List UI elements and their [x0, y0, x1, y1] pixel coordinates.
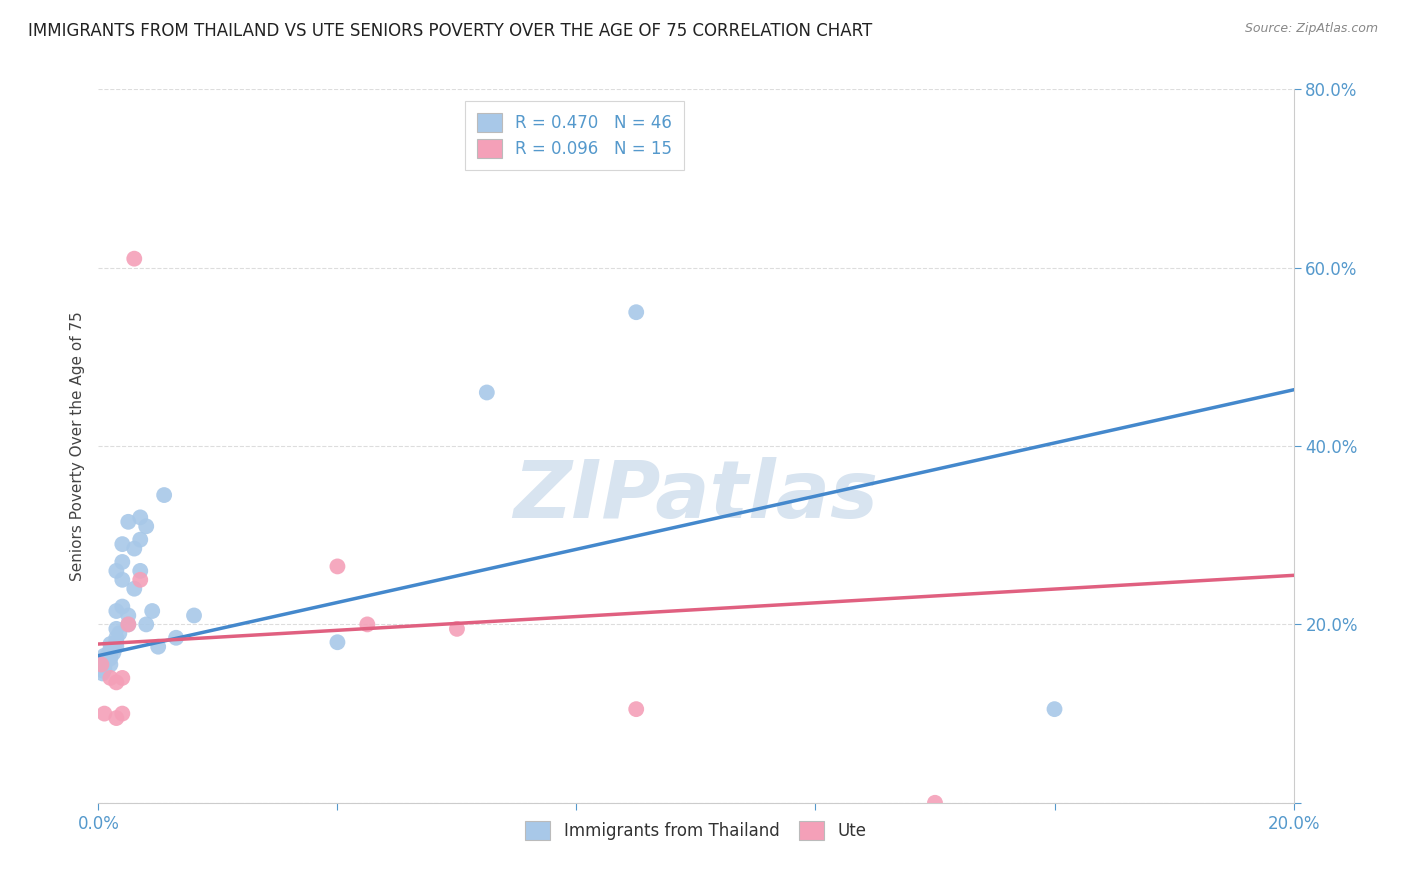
Point	[111, 537, 134, 551]
Point	[129, 573, 152, 587]
Y-axis label: Seniors Poverty Over the Age of 75: Seniors Poverty Over the Age of 75	[69, 311, 84, 581]
Point	[105, 635, 128, 649]
Legend: Immigrants from Thailand, Ute: Immigrants from Thailand, Ute	[513, 809, 879, 852]
Point	[165, 631, 187, 645]
Point	[129, 564, 152, 578]
Point	[117, 617, 139, 632]
Point	[98, 671, 122, 685]
Point	[90, 657, 112, 672]
Point	[105, 604, 128, 618]
Point	[111, 599, 134, 614]
Point	[356, 617, 378, 632]
Point	[98, 637, 122, 651]
Point	[626, 702, 648, 716]
Point	[105, 631, 128, 645]
Point	[91, 664, 114, 678]
Point	[124, 541, 146, 556]
Point	[98, 657, 122, 672]
Point	[108, 626, 131, 640]
Point	[124, 582, 146, 596]
Point	[148, 640, 170, 654]
Text: IMMIGRANTS FROM THAILAND VS UTE SENIORS POVERTY OVER THE AGE OF 75 CORRELATION C: IMMIGRANTS FROM THAILAND VS UTE SENIORS …	[28, 22, 872, 40]
Point	[1043, 702, 1066, 716]
Point	[111, 671, 134, 685]
Point	[626, 305, 648, 319]
Point	[129, 533, 152, 547]
Point	[91, 662, 114, 676]
Point	[105, 640, 128, 654]
Point	[105, 711, 128, 725]
Point	[135, 617, 157, 632]
Text: Source: ZipAtlas.com: Source: ZipAtlas.com	[1244, 22, 1378, 36]
Point	[105, 622, 128, 636]
Point	[103, 646, 125, 660]
Point	[153, 488, 176, 502]
Point	[117, 608, 139, 623]
Point	[105, 564, 128, 578]
Point	[96, 648, 118, 663]
Point	[326, 635, 349, 649]
Point	[924, 796, 946, 810]
Point	[135, 519, 157, 533]
Point	[183, 608, 205, 623]
Text: ZIPatlas: ZIPatlas	[513, 457, 879, 535]
Point	[98, 642, 122, 657]
Point	[93, 662, 115, 676]
Point	[124, 252, 146, 266]
Point	[111, 706, 134, 721]
Point	[93, 653, 115, 667]
Point	[105, 675, 128, 690]
Point	[475, 385, 498, 400]
Point	[96, 653, 118, 667]
Point	[98, 646, 122, 660]
Point	[91, 666, 114, 681]
Point	[111, 573, 134, 587]
Point	[111, 555, 134, 569]
Point	[93, 706, 115, 721]
Point	[93, 657, 115, 672]
Point	[117, 617, 139, 632]
Point	[326, 559, 349, 574]
Point	[90, 657, 112, 672]
Point	[141, 604, 163, 618]
Point	[129, 510, 152, 524]
Point	[117, 515, 139, 529]
Point	[93, 648, 115, 663]
Point	[446, 622, 468, 636]
Point	[98, 651, 122, 665]
